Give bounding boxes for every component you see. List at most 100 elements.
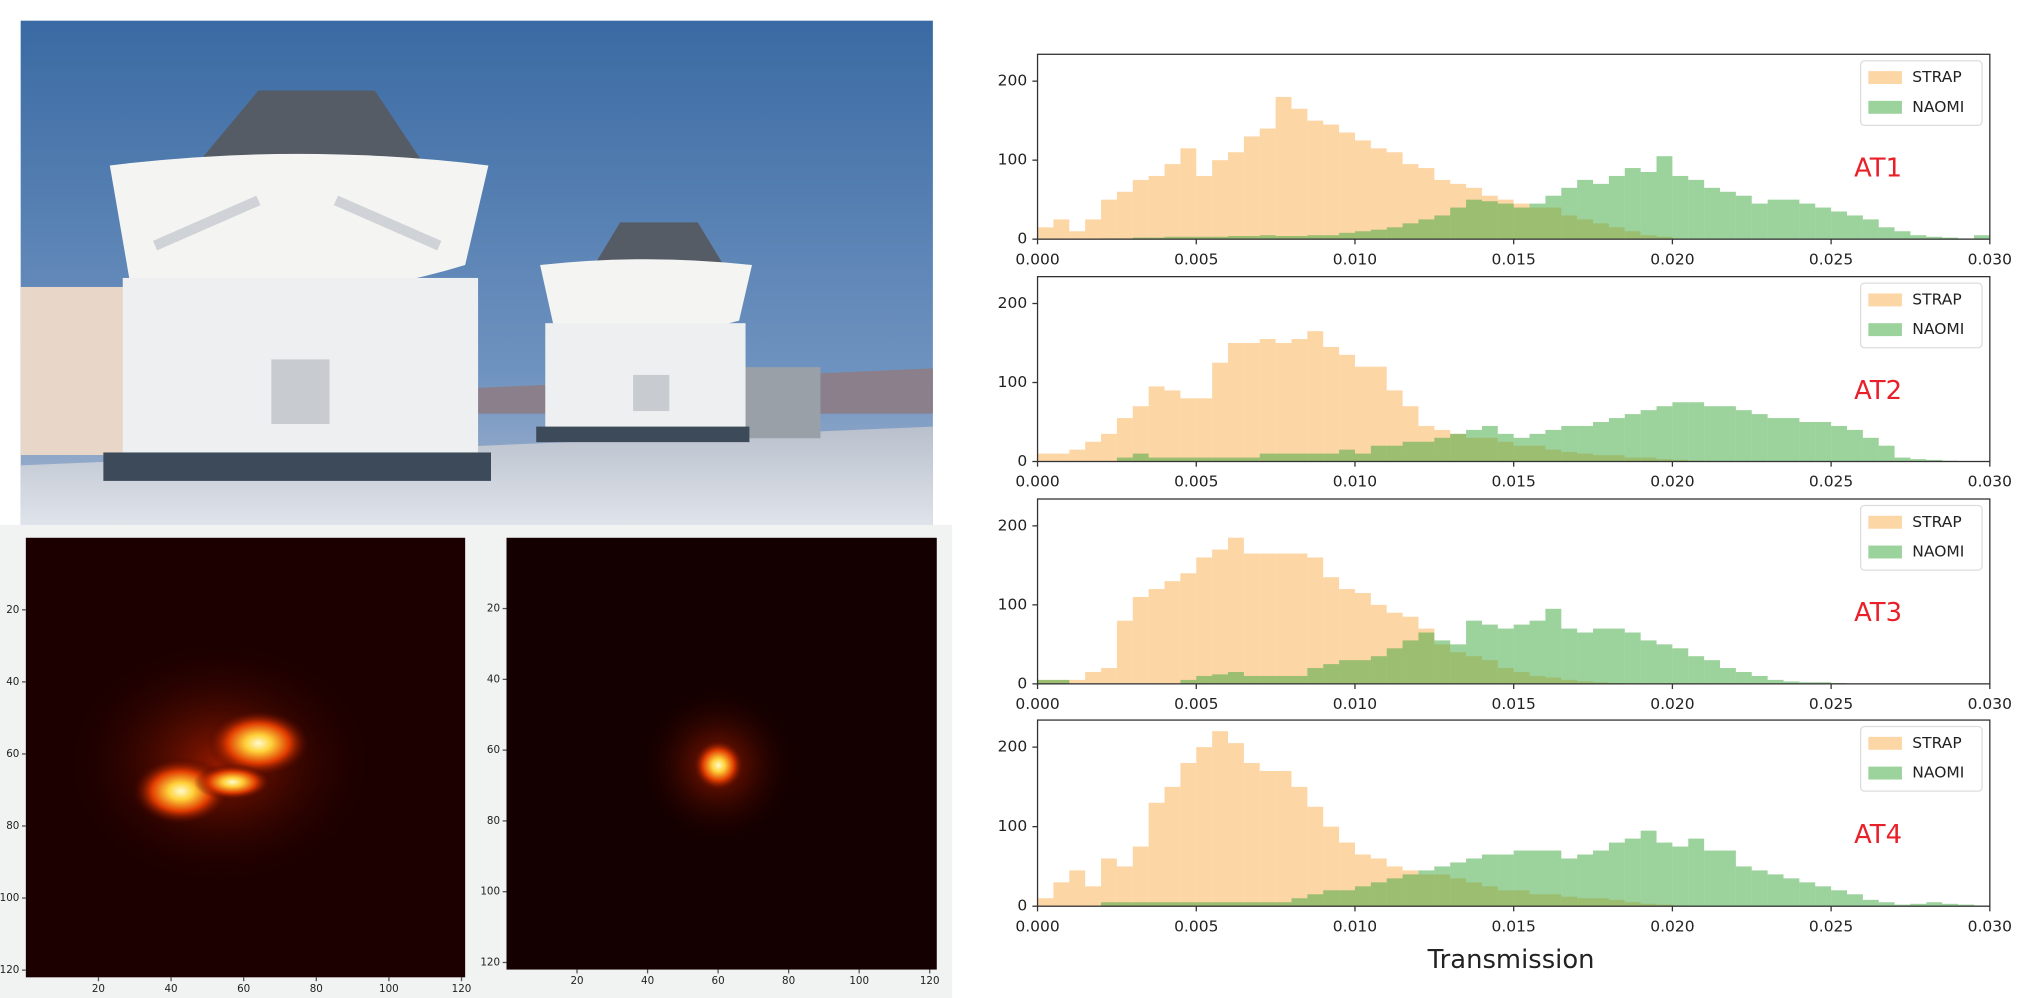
annotation: AT3 — [1854, 598, 1902, 628]
histogram-bar — [1878, 227, 1895, 240]
histogram-bar — [1307, 668, 1324, 684]
x-tick-label: 0.010 — [1333, 917, 1377, 935]
histogram-bar — [1291, 453, 1308, 462]
y-tick-label: 60 — [487, 744, 500, 756]
histogram-bar — [1815, 886, 1832, 907]
histogram-bar — [1466, 620, 1482, 684]
histogram-bar — [1688, 656, 1705, 684]
x-tick-label: 20 — [92, 983, 105, 995]
legend-swatch — [1868, 71, 1902, 85]
histogram-bar — [1101, 858, 1117, 907]
x-tick-label: 120 — [452, 983, 472, 995]
telescope-photo — [20, 20, 933, 525]
histogram-bar — [1212, 731, 1229, 907]
histogram-bar — [1751, 870, 1768, 907]
histogram-bar — [1450, 862, 1467, 907]
histogram-bar — [1307, 120, 1324, 240]
histogram-bar — [1196, 902, 1213, 907]
histogram-bar — [1339, 890, 1355, 907]
x-tick-label: 0.015 — [1492, 917, 1536, 935]
histogram-bar — [1323, 577, 1340, 684]
histogram-bar — [1243, 902, 1260, 907]
legend-swatch — [1868, 100, 1902, 114]
histogram-bar — [1370, 229, 1387, 240]
histogram-bar — [1434, 866, 1451, 907]
histogram-bar — [1180, 457, 1197, 462]
histogram-bar — [1640, 410, 1657, 462]
histogram-bar — [1958, 904, 1974, 907]
histogram-bar — [1323, 890, 1340, 907]
histogram-bar — [1894, 457, 1911, 462]
y-tick-label: 100 — [998, 373, 1028, 391]
x-tick-label: 20 — [570, 975, 583, 987]
histogram-bar — [1212, 236, 1229, 240]
histogram-bar — [1132, 406, 1149, 462]
y-tick-label: 100 — [998, 817, 1028, 835]
histogram-bar — [1053, 453, 1070, 462]
histogram-bar — [1672, 175, 1689, 240]
histogram-bar — [1624, 414, 1641, 462]
histogram-bar — [1720, 850, 1736, 907]
histogram-bar — [1608, 842, 1625, 907]
histogram-bar — [1101, 433, 1117, 462]
histogram-bar — [1481, 201, 1498, 240]
histogram-bar — [1307, 894, 1324, 907]
histogram-bar — [1354, 140, 1371, 240]
histogram-bar — [1275, 96, 1292, 240]
histogram-bar — [1624, 838, 1641, 907]
histogram-bar — [1481, 425, 1498, 462]
histogram-bar — [1116, 191, 1133, 240]
histogram-bar — [1291, 235, 1308, 240]
histogram-bar — [1037, 679, 1054, 684]
y-tick-label: 0 — [1017, 897, 1027, 915]
histogram-bar — [1910, 459, 1927, 462]
histogram-bar — [1862, 437, 1879, 462]
histogram-bar — [1228, 343, 1244, 462]
histogram-bar — [1259, 339, 1276, 462]
histogram-bar — [1180, 148, 1197, 240]
histogram-bar — [1196, 398, 1213, 462]
x-tick-label: 0.020 — [1650, 695, 1694, 713]
histogram-bar — [1688, 402, 1705, 462]
histogram-bar — [1323, 664, 1340, 684]
histogram-bar — [1529, 850, 1546, 907]
histogram-bar — [1291, 898, 1308, 907]
histogram-bar — [1434, 215, 1451, 240]
histogram-bar — [1370, 656, 1387, 684]
histogram-bar — [1275, 453, 1292, 462]
histogram-bar — [1291, 339, 1308, 462]
histogram-bar — [1545, 850, 1562, 907]
histogram-bar — [1624, 168, 1641, 240]
histogram-bar — [1831, 425, 1847, 462]
histogram-bar — [1656, 156, 1673, 240]
histogram-bar — [1148, 589, 1165, 684]
histogram-bar — [1212, 160, 1229, 240]
histogram-bar — [1735, 410, 1752, 462]
histogram-bar — [1577, 179, 1594, 240]
histogram-bar — [1878, 445, 1895, 462]
y-tick-label: 120 — [480, 956, 500, 968]
x-tick-label: 40 — [641, 975, 654, 987]
histogram-bar — [1593, 422, 1609, 462]
histogram-bar — [1339, 132, 1355, 240]
histogram-bar — [1275, 675, 1292, 684]
histogram-bar — [1878, 902, 1895, 907]
histogram-bar — [1180, 679, 1197, 684]
x-tick-label: 60 — [237, 983, 250, 995]
histogram-bar — [1275, 235, 1292, 240]
x-tick-label: 0.010 — [1333, 250, 1377, 268]
histogram-bar — [1307, 557, 1324, 684]
histogram-bar — [1116, 866, 1133, 907]
histogram-bar — [1926, 236, 1943, 240]
histogram-bar — [1243, 235, 1260, 240]
histogram-bar — [1545, 429, 1562, 462]
x-tick-label: 0.010 — [1333, 473, 1377, 491]
legend-label: STRAP — [1912, 290, 1961, 308]
histogram-bar — [1497, 854, 1514, 907]
histogram-bar — [1164, 236, 1181, 240]
histogram-bar — [1386, 390, 1403, 462]
histogram-bar — [1164, 164, 1181, 240]
histogram-bar — [1164, 902, 1181, 907]
legend-swatch — [1868, 545, 1902, 559]
